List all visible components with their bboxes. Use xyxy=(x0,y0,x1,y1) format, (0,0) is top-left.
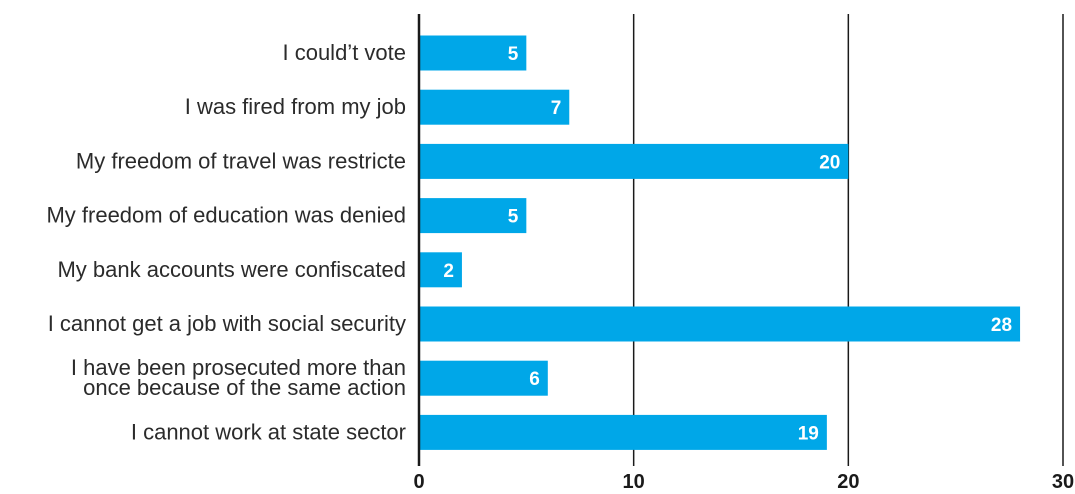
category-label-4: My bank accounts were confiscated xyxy=(57,257,406,282)
category-label-3: My freedom of education was denied xyxy=(46,203,406,228)
bar-6 xyxy=(419,360,548,396)
x-tick-labels: 0 10 20 30 xyxy=(413,471,1074,493)
data-label-2: 20 xyxy=(819,152,840,173)
category-label-7: I cannot work at state sector xyxy=(131,419,406,444)
data-label-5: 28 xyxy=(991,315,1012,336)
category-label-1: I was fired from my job xyxy=(185,94,406,119)
category-label-6-line-0: I have been prosecuted more than xyxy=(71,355,406,380)
category-label-5: I cannot get a job with social security xyxy=(48,311,406,336)
x-tick-label-20: 20 xyxy=(837,471,859,493)
data-label-3: 5 xyxy=(508,207,519,228)
x-tick-label-10: 10 xyxy=(623,471,645,493)
category-label-0: I could’t vote xyxy=(282,40,406,65)
bar-3 xyxy=(419,198,527,234)
category-label-6-line-1: once because of the same action xyxy=(83,375,406,400)
bar-2 xyxy=(419,143,849,179)
x-tick-label-0: 0 xyxy=(413,471,424,493)
bar-4 xyxy=(419,252,462,288)
gridlines xyxy=(632,14,1064,466)
bar-0 xyxy=(419,35,527,71)
data-label-4: 2 xyxy=(443,261,454,282)
category-labels: I could’t vote I was fired from my job My … xyxy=(46,40,406,444)
data-label-1: 7 xyxy=(551,98,562,119)
bar-5 xyxy=(419,306,1021,342)
category-label-2: My freedom of travel was restricte xyxy=(76,148,406,173)
bar-7 xyxy=(419,414,827,450)
x-tick-label-30: 30 xyxy=(1052,471,1074,493)
data-label-7: 19 xyxy=(798,423,819,444)
data-label-6: 6 xyxy=(529,369,540,390)
bars: 5 7 20 5 2 28 6 19 xyxy=(419,35,1021,450)
data-label-0: 5 xyxy=(508,44,519,65)
bar-1 xyxy=(419,89,570,125)
